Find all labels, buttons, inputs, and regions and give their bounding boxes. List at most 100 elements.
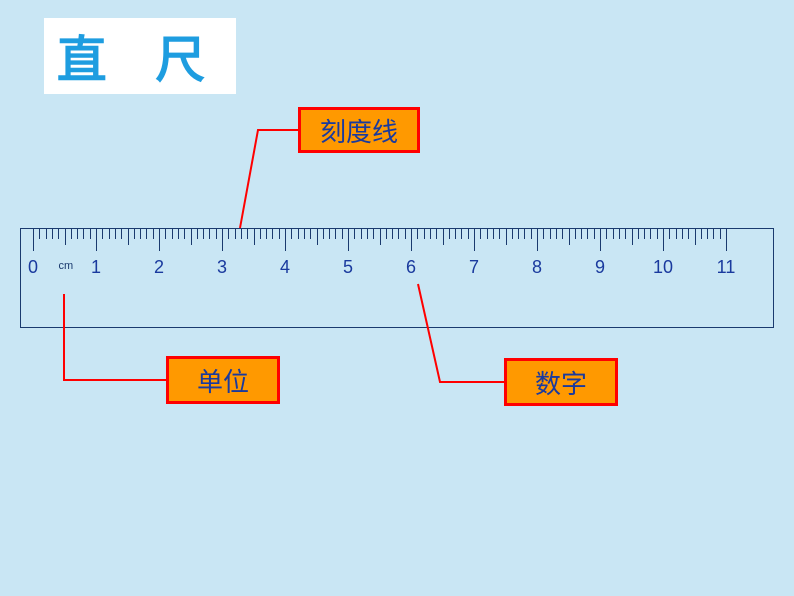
ruler-tick	[58, 229, 59, 239]
ruler-tick	[342, 229, 343, 239]
ruler-tick	[279, 229, 280, 239]
ruler-tick	[83, 229, 84, 239]
ruler-tick	[701, 229, 702, 239]
ruler-tick	[682, 229, 683, 239]
ruler-tick	[720, 229, 721, 239]
ruler-tick	[600, 229, 601, 251]
ruler-tick	[676, 229, 677, 239]
ruler-tick	[90, 229, 91, 239]
ruler-tick	[153, 229, 154, 239]
ruler-tick	[222, 229, 223, 251]
label-scale-line: 刻度线	[298, 107, 420, 153]
ruler-tick	[235, 229, 236, 239]
ruler-tick	[669, 229, 670, 239]
ruler-tick	[254, 229, 255, 245]
ruler-tick	[550, 229, 551, 239]
ruler-tick	[575, 229, 576, 239]
ruler-tick	[52, 229, 53, 239]
ruler-tick	[172, 229, 173, 239]
ruler-tick	[512, 229, 513, 239]
label-number: 数字	[504, 358, 618, 406]
ruler-tick	[581, 229, 582, 239]
ruler-tick	[499, 229, 500, 239]
label-scale-line-text: 刻度线	[320, 112, 398, 149]
ruler-tick	[96, 229, 97, 251]
ruler-tick	[348, 229, 349, 251]
ruler-tick	[197, 229, 198, 239]
ruler-tick	[569, 229, 570, 245]
ruler-tick	[613, 229, 614, 239]
ruler-number: 5	[343, 257, 353, 278]
ruler-tick	[178, 229, 179, 239]
ruler-tick	[115, 229, 116, 239]
ruler-tick	[46, 229, 47, 239]
ruler-tick	[474, 229, 475, 251]
ruler-tick	[657, 229, 658, 239]
ruler-tick	[121, 229, 122, 239]
ruler-tick	[165, 229, 166, 239]
ruler-tick	[367, 229, 368, 239]
title-text: 直 尺	[57, 20, 224, 92]
ruler-tick	[688, 229, 689, 239]
ruler-tick	[619, 229, 620, 239]
ruler-tick	[392, 229, 393, 239]
ruler-tick	[184, 229, 185, 239]
ruler-tick	[380, 229, 381, 245]
ruler-tick	[77, 229, 78, 239]
ruler-tick	[562, 229, 563, 239]
ruler-number: 0	[28, 257, 38, 278]
ruler-tick	[650, 229, 651, 239]
ruler-tick	[436, 229, 437, 239]
ruler-tick	[266, 229, 267, 239]
ruler-tick	[480, 229, 481, 239]
ruler-tick	[663, 229, 664, 251]
ruler-tick	[285, 229, 286, 251]
ruler-tick	[373, 229, 374, 239]
ruler-tick	[487, 229, 488, 239]
ruler-tick	[531, 229, 532, 239]
ruler-tick	[587, 229, 588, 239]
ruler-tick	[247, 229, 248, 239]
ruler-tick	[71, 229, 72, 239]
ruler-tick	[543, 229, 544, 239]
ruler-tick	[128, 229, 129, 245]
ruler-tick	[191, 229, 192, 245]
ruler-number: 10	[653, 257, 673, 278]
ruler-number: 3	[217, 257, 227, 278]
ruler-ticks	[21, 229, 773, 327]
ruler-tick	[260, 229, 261, 239]
ruler-tick	[632, 229, 633, 245]
ruler-tick	[335, 229, 336, 239]
ruler-tick	[304, 229, 305, 239]
ruler-tick	[417, 229, 418, 239]
ruler-tick	[354, 229, 355, 239]
ruler-number: 1	[91, 257, 101, 278]
ruler-tick	[140, 229, 141, 239]
ruler-tick	[430, 229, 431, 239]
ruler-tick	[272, 229, 273, 239]
ruler-tick	[65, 229, 66, 245]
ruler-tick	[638, 229, 639, 239]
ruler-unit-label: cm	[59, 260, 74, 272]
ruler-tick	[102, 229, 103, 239]
ruler-tick	[33, 229, 34, 251]
ruler-tick	[146, 229, 147, 239]
ruler-tick	[39, 229, 40, 239]
ruler-tick	[411, 229, 412, 251]
ruler-tick	[209, 229, 210, 239]
ruler: 01234567891011 cm	[20, 228, 774, 328]
ruler-tick	[493, 229, 494, 239]
ruler-number: 7	[469, 257, 479, 278]
label-unit: 单位	[166, 356, 280, 404]
ruler-tick	[726, 229, 727, 251]
ruler-tick	[386, 229, 387, 239]
ruler-tick	[556, 229, 557, 239]
callout-scale_line	[240, 130, 298, 228]
ruler-tick	[310, 229, 311, 239]
ruler-number: 4	[280, 257, 290, 278]
ruler-tick	[159, 229, 160, 251]
ruler-number: 6	[406, 257, 416, 278]
ruler-tick	[707, 229, 708, 239]
ruler-tick	[405, 229, 406, 239]
ruler-number: 9	[595, 257, 605, 278]
